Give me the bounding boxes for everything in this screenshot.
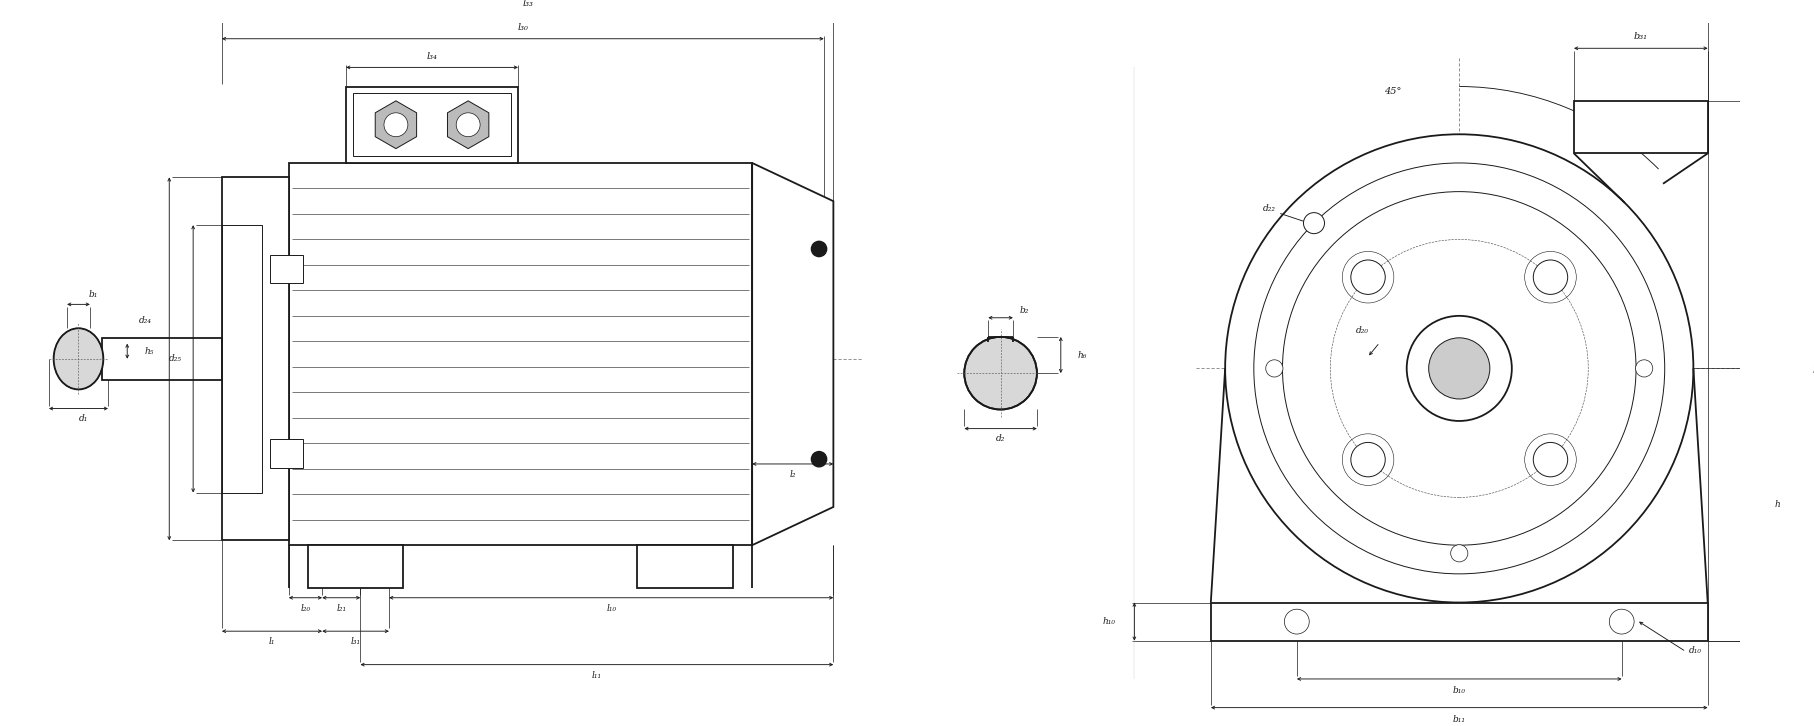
Polygon shape xyxy=(375,101,417,149)
Circle shape xyxy=(1351,260,1386,294)
Bar xyxy=(308,545,403,588)
Text: d₂₅: d₂₅ xyxy=(169,354,181,363)
Text: d₁: d₁ xyxy=(78,414,87,423)
Circle shape xyxy=(385,113,408,136)
Circle shape xyxy=(1266,360,1282,377)
Bar xyxy=(270,439,303,468)
Text: l₃₃: l₃₃ xyxy=(522,0,533,8)
Bar xyxy=(221,225,261,493)
Bar xyxy=(1575,101,1707,153)
Text: h₁₀: h₁₀ xyxy=(1103,617,1116,626)
Text: l₁: l₁ xyxy=(268,637,276,646)
Text: b₁: b₁ xyxy=(89,290,98,299)
Circle shape xyxy=(1636,360,1653,377)
Text: d₂: d₂ xyxy=(996,433,1005,443)
Circle shape xyxy=(1351,442,1386,477)
Circle shape xyxy=(811,452,827,467)
Bar xyxy=(346,86,519,163)
Text: b₁₁: b₁₁ xyxy=(1453,714,1466,724)
Text: b₁₀: b₁₀ xyxy=(1453,686,1466,695)
Polygon shape xyxy=(753,163,833,545)
Bar xyxy=(102,338,221,380)
Circle shape xyxy=(1224,134,1694,603)
Text: b₃₁: b₃₁ xyxy=(1634,33,1647,41)
Polygon shape xyxy=(448,101,488,149)
Text: d₂₄: d₂₄ xyxy=(140,316,152,325)
Text: l₁₀: l₁₀ xyxy=(606,604,617,613)
Bar xyxy=(221,177,288,540)
Circle shape xyxy=(1282,192,1636,545)
Bar xyxy=(270,255,303,283)
Circle shape xyxy=(1429,338,1489,399)
Text: l₂: l₂ xyxy=(789,470,796,479)
Bar xyxy=(288,163,753,545)
Text: l₁₁: l₁₁ xyxy=(591,671,602,680)
Bar xyxy=(1210,603,1707,641)
Circle shape xyxy=(1406,316,1511,421)
Circle shape xyxy=(455,113,481,136)
Text: b₂: b₂ xyxy=(1019,306,1029,314)
Text: h: h xyxy=(1774,500,1780,509)
Circle shape xyxy=(1451,544,1468,562)
Bar xyxy=(637,545,733,588)
Bar xyxy=(352,93,512,156)
Text: d₁₀: d₁₀ xyxy=(1689,646,1702,655)
Text: l₂₁: l₂₁ xyxy=(336,604,346,613)
Circle shape xyxy=(811,241,827,256)
Text: l₂₀: l₂₀ xyxy=(301,604,310,613)
Circle shape xyxy=(965,337,1038,409)
Text: l₃₀: l₃₀ xyxy=(517,23,528,32)
Text: l₃₁: l₃₁ xyxy=(350,637,361,646)
Circle shape xyxy=(1304,213,1324,234)
Text: d₂₀: d₂₀ xyxy=(1355,326,1368,335)
Circle shape xyxy=(1284,609,1310,634)
Circle shape xyxy=(1253,163,1665,574)
Text: 45°: 45° xyxy=(1384,87,1400,96)
Ellipse shape xyxy=(54,328,103,389)
Text: l₃₄: l₃₄ xyxy=(426,52,437,62)
Text: d₂₂: d₂₂ xyxy=(1263,204,1275,213)
Circle shape xyxy=(1533,260,1567,294)
Text: h₆: h₆ xyxy=(1078,351,1087,359)
Circle shape xyxy=(1533,442,1567,477)
Text: h₅: h₅ xyxy=(145,347,154,356)
Circle shape xyxy=(1609,609,1634,634)
